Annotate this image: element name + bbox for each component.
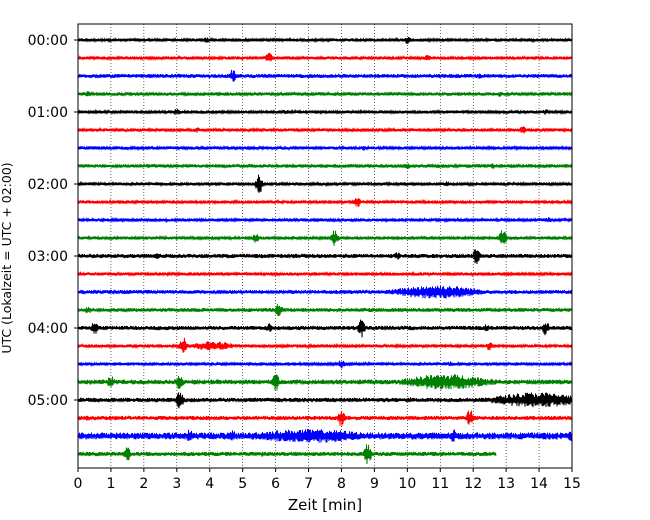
trace-row-0400 [77, 319, 573, 338]
x-tick-label: 10 [398, 476, 416, 492]
plot-frame [77, 23, 573, 469]
y-tick-label: 04:00 [28, 321, 68, 337]
y-tick-label: 02:00 [28, 177, 68, 193]
x-tick-label: 11 [431, 476, 449, 492]
x-tick-label: 8 [337, 476, 346, 492]
y-axis-label: UTC (Lokalzeit = UTC + 02:00) [0, 162, 14, 353]
trace-row-0445 [77, 374, 573, 391]
trace-row-0330 [77, 285, 573, 299]
trace-row-0345 [77, 304, 573, 317]
x-tick-label: 9 [370, 476, 379, 492]
y-axis: 00:00 01:00 02:00 03:00 04:00 05:00 [28, 33, 78, 409]
trace-row-0515 [77, 410, 573, 426]
x-tick-label: 0 [74, 476, 83, 492]
trace-row-0530 [77, 429, 573, 443]
x-tick-label: 2 [139, 476, 148, 492]
x-tick-label: 15 [563, 476, 581, 492]
trace-row-0000 [77, 36, 573, 44]
trace-row-0045 [77, 90, 573, 98]
x-tick-label: 14 [530, 476, 548, 492]
x-tick-label: 5 [238, 476, 247, 492]
trace-row-0130 [77, 144, 573, 152]
trace-row-0100 [77, 108, 573, 116]
x-tick-label: 4 [205, 476, 214, 492]
trace-row-0230 [77, 216, 573, 224]
trace-row-0300 [77, 249, 573, 265]
trace-row-0545 [77, 444, 497, 464]
y-tick-label: 01:00 [28, 105, 68, 121]
x-tick-label: 1 [106, 476, 115, 492]
trace-row-0030 [77, 69, 573, 82]
y-tick-label: 03:00 [28, 249, 68, 265]
trace-row-0145 [77, 162, 573, 170]
trace-row-0245 [77, 230, 573, 246]
trace-row-0015 [77, 52, 573, 62]
grid-layer [110, 24, 540, 468]
y-tick-label: 00:00 [28, 33, 68, 49]
trace-row-0415 [77, 337, 573, 353]
trace-row-0430 [77, 360, 573, 369]
trace-row-0215 [77, 198, 573, 208]
traces-layer [77, 36, 573, 464]
x-tick-label: 7 [304, 476, 313, 492]
y-tick-label: 05:00 [28, 393, 68, 409]
trace-row-0200 [77, 174, 573, 193]
trace-row-0315 [77, 270, 573, 278]
x-tick-label: 12 [464, 476, 482, 492]
x-axis: 0 1 2 3 4 5 6 7 8 9 10 11 12 13 14 15 [74, 468, 581, 492]
trace-row-0500 [77, 392, 573, 409]
x-tick-label: 3 [172, 476, 181, 492]
x-tick-label: 13 [497, 476, 515, 492]
x-axis-label: Zeit [min] [288, 496, 362, 514]
trace-row-0115 [77, 126, 573, 134]
x-tick-label: 6 [271, 476, 280, 492]
